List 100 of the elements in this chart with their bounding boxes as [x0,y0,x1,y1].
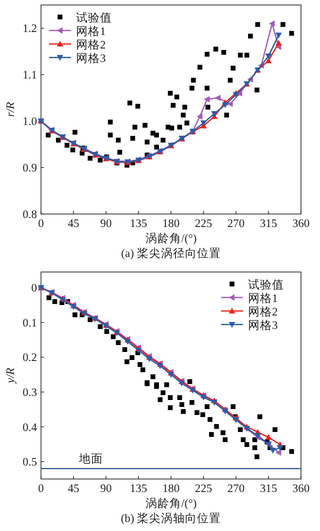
x-tick-label: 135 [130,483,148,495]
point [124,359,130,364]
point [88,156,93,161]
point [127,100,132,106]
y-tick-label: 0.2 [22,352,38,364]
legend-label: 试验值 [248,278,284,292]
point [244,442,250,447]
point [142,122,148,128]
point [200,412,206,418]
point [270,448,276,454]
point [187,379,192,384]
point [108,120,113,124]
legend-label: 网格3 [76,52,106,65]
point [180,409,186,414]
y-tick-label: 0.4 [22,422,38,434]
x-tick-label: 315 [260,218,278,230]
point [46,295,52,300]
point [196,113,202,120]
x-tick-label: 315 [260,483,278,495]
x-tick-label: 225 [194,218,212,230]
ref-line-label: 地面 [78,452,103,466]
point [275,449,282,456]
x-tick-label: 180 [162,483,180,495]
y-axis-title: y/R [5,368,17,384]
y-tick-label: 0.5 [22,456,38,469]
point [168,372,174,378]
point [289,449,294,454]
point [154,144,159,150]
point [46,132,51,138]
point [208,417,212,422]
x-tick-label: 45 [68,483,80,495]
x-tick-label: 90 [100,218,112,230]
point [214,94,221,102]
point [98,158,103,163]
point [209,432,214,437]
point [178,380,186,387]
point [166,124,171,130]
y-tick-label: 0 [31,282,38,295]
point [64,142,70,148]
point [135,348,142,354]
text: (a) 桨尖涡径向位置 [121,247,221,260]
point [150,374,156,380]
y-axis-title: r/R [5,102,17,117]
point [116,340,121,346]
legend-label: 网格1 [76,25,106,38]
point [276,445,284,451]
point [130,355,134,360]
x-tick-label: 225 [194,483,212,495]
point [254,88,260,92]
point [154,132,159,138]
point [168,395,173,400]
x-tick-label: 270 [227,483,245,495]
point [190,78,196,83]
legend-label: 网格1 [248,292,278,305]
point [224,112,230,118]
point [200,120,207,126]
point [88,317,93,322]
point [177,395,182,400]
x-tick-label: 180 [162,218,180,230]
point [272,427,278,432]
point [204,52,210,57]
point [230,66,236,71]
point [280,22,286,27]
point [194,410,200,415]
point [122,347,128,352]
point [275,40,282,46]
y-tick-label: 0.9 [22,162,38,175]
point [190,400,194,405]
point [275,32,282,38]
y-tick-label: 1.1 [22,70,38,82]
point [200,394,207,400]
y-tick-label: 1.2 [22,23,38,36]
point [265,58,272,64]
point [268,20,275,27]
y-tick-label: 1.0 [22,116,38,128]
x-axis-title: 涡龄角/(°) [145,497,197,510]
point [221,50,226,55]
point [227,100,233,108]
point [160,390,166,396]
legend-label: 试验值 [76,12,112,24]
text: (b) 桨尖涡轴向位置 [120,512,222,525]
point [230,404,236,410]
point [254,454,260,460]
point [180,112,186,118]
y-tick-label: 0.1 [22,317,38,330]
point [52,299,58,304]
point [289,30,294,36]
point [108,132,113,138]
point [72,312,78,318]
point [146,356,153,362]
point [184,120,190,126]
x-tick-label: 270 [227,218,245,230]
point [144,140,150,144]
point [160,138,166,143]
x-tick-label: 360 [292,218,310,230]
point [190,86,194,91]
point [197,64,202,70]
x-tick-label: 90 [100,483,112,495]
x-axis-title: 涡龄角/(°) [145,232,197,245]
point [255,22,260,27]
